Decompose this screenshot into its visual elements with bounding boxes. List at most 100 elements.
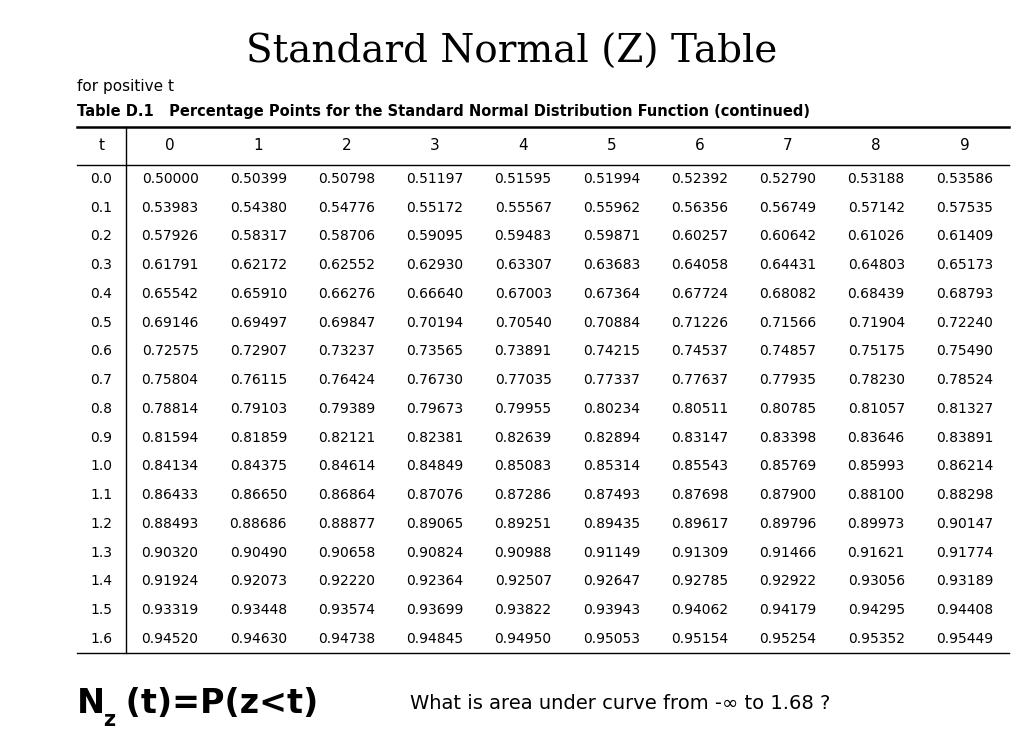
Text: 5: 5 xyxy=(606,138,616,153)
Text: 0.62552: 0.62552 xyxy=(318,258,375,272)
Text: 0.73891: 0.73891 xyxy=(495,344,552,359)
Text: 0.67364: 0.67364 xyxy=(583,287,640,301)
Text: 0.57142: 0.57142 xyxy=(848,201,905,214)
Text: 0.54776: 0.54776 xyxy=(318,201,375,214)
Text: 0.56749: 0.56749 xyxy=(760,201,816,214)
Text: 0.8: 0.8 xyxy=(90,402,113,416)
Text: 0.74537: 0.74537 xyxy=(672,344,728,359)
Text: 0.63683: 0.63683 xyxy=(583,258,640,272)
Text: 0.85543: 0.85543 xyxy=(671,459,728,473)
Text: 0.51994: 0.51994 xyxy=(583,172,640,186)
Text: 0.93189: 0.93189 xyxy=(936,575,993,588)
Text: 8: 8 xyxy=(871,138,881,153)
Text: 0.53188: 0.53188 xyxy=(848,172,905,186)
Text: 0.84614: 0.84614 xyxy=(318,459,375,473)
Text: 0.73565: 0.73565 xyxy=(407,344,464,359)
Text: 0.51595: 0.51595 xyxy=(495,172,552,186)
Text: 0.65910: 0.65910 xyxy=(229,287,287,301)
Text: 0.76115: 0.76115 xyxy=(229,373,287,387)
Text: 0.85083: 0.85083 xyxy=(495,459,552,473)
Text: 0.89065: 0.89065 xyxy=(407,516,464,531)
Text: 0.94738: 0.94738 xyxy=(318,632,375,646)
Text: 0.88298: 0.88298 xyxy=(936,488,993,502)
Text: 0.1: 0.1 xyxy=(90,201,113,214)
Text: 1.5: 1.5 xyxy=(90,603,113,617)
Text: 0.60642: 0.60642 xyxy=(760,230,816,243)
Text: 0.78230: 0.78230 xyxy=(848,373,905,387)
Text: 0.69497: 0.69497 xyxy=(229,316,287,330)
Text: 0.92220: 0.92220 xyxy=(318,575,375,588)
Text: 0.90147: 0.90147 xyxy=(936,516,993,531)
Text: 0.82894: 0.82894 xyxy=(583,430,640,445)
Text: 0.79955: 0.79955 xyxy=(495,402,552,416)
Text: 0.50399: 0.50399 xyxy=(229,172,287,186)
Text: 0.55172: 0.55172 xyxy=(407,201,464,214)
Text: 0.92364: 0.92364 xyxy=(407,575,464,588)
Text: 0.69146: 0.69146 xyxy=(141,316,199,330)
Text: 0.68082: 0.68082 xyxy=(760,287,816,301)
Text: 0.64803: 0.64803 xyxy=(848,258,905,272)
Text: 0.93943: 0.93943 xyxy=(583,603,640,617)
Text: 2: 2 xyxy=(342,138,351,153)
Text: 0.81057: 0.81057 xyxy=(848,402,905,416)
Text: 0.59095: 0.59095 xyxy=(407,230,464,243)
Text: 0.62172: 0.62172 xyxy=(229,258,287,272)
Text: 0.88100: 0.88100 xyxy=(848,488,905,502)
Text: 0.81327: 0.81327 xyxy=(936,402,993,416)
Text: 7: 7 xyxy=(783,138,793,153)
Text: 0.62930: 0.62930 xyxy=(407,258,464,272)
Text: 0.95154: 0.95154 xyxy=(671,632,728,646)
Text: 0.92647: 0.92647 xyxy=(583,575,640,588)
Text: 0.85314: 0.85314 xyxy=(583,459,640,473)
Text: 0.82121: 0.82121 xyxy=(318,430,375,445)
Text: 0.72575: 0.72575 xyxy=(141,344,199,359)
Text: 0.55567: 0.55567 xyxy=(495,201,552,214)
Text: 0.90320: 0.90320 xyxy=(141,546,199,559)
Text: 0.67724: 0.67724 xyxy=(671,287,728,301)
Text: 0.61026: 0.61026 xyxy=(848,230,905,243)
Text: 0.68793: 0.68793 xyxy=(936,287,993,301)
Text: 0.69847: 0.69847 xyxy=(318,316,375,330)
Text: 0.76730: 0.76730 xyxy=(407,373,464,387)
Text: 0.92073: 0.92073 xyxy=(229,575,287,588)
Text: 0.2: 0.2 xyxy=(90,230,113,243)
Text: 0.84134: 0.84134 xyxy=(141,459,199,473)
Text: 0.86864: 0.86864 xyxy=(317,488,376,502)
Text: 1.1: 1.1 xyxy=(90,488,113,502)
Text: 0.52790: 0.52790 xyxy=(760,172,816,186)
Text: 0.9: 0.9 xyxy=(90,430,113,445)
Text: 0.51197: 0.51197 xyxy=(407,172,464,186)
Text: 0.5: 0.5 xyxy=(90,316,113,330)
Text: 0.87493: 0.87493 xyxy=(583,488,640,502)
Text: 0.93319: 0.93319 xyxy=(141,603,199,617)
Text: 0.89251: 0.89251 xyxy=(495,516,552,531)
Text: 0.89435: 0.89435 xyxy=(583,516,640,531)
Text: 0.95254: 0.95254 xyxy=(760,632,816,646)
Text: 0.83398: 0.83398 xyxy=(760,430,816,445)
Text: 0.78814: 0.78814 xyxy=(141,402,199,416)
Text: 0.6: 0.6 xyxy=(90,344,113,359)
Text: 0.71566: 0.71566 xyxy=(760,316,816,330)
Text: 0.89973: 0.89973 xyxy=(848,516,905,531)
Text: 0.58317: 0.58317 xyxy=(229,230,287,243)
Text: 0.58706: 0.58706 xyxy=(318,230,375,243)
Text: 0.90490: 0.90490 xyxy=(229,546,287,559)
Text: Standard Normal (Z) Table: Standard Normal (Z) Table xyxy=(247,34,777,71)
Text: 0.77935: 0.77935 xyxy=(760,373,816,387)
Text: 0.80511: 0.80511 xyxy=(671,402,728,416)
Text: 0.56356: 0.56356 xyxy=(671,201,728,214)
Text: 0.70884: 0.70884 xyxy=(583,316,640,330)
Text: N: N xyxy=(77,687,104,720)
Text: 0.74857: 0.74857 xyxy=(760,344,816,359)
Text: Table D.1   Percentage Points for the Standard Normal Distribution Function (con: Table D.1 Percentage Points for the Stan… xyxy=(77,104,810,119)
Text: 0.66640: 0.66640 xyxy=(407,287,464,301)
Text: 0.92507: 0.92507 xyxy=(495,575,552,588)
Text: 0.95449: 0.95449 xyxy=(936,632,993,646)
Text: 0.94179: 0.94179 xyxy=(760,603,816,617)
Text: 0.89796: 0.89796 xyxy=(759,516,817,531)
Text: 0.60257: 0.60257 xyxy=(671,230,728,243)
Text: 0.70540: 0.70540 xyxy=(495,316,552,330)
Text: 0.79103: 0.79103 xyxy=(229,402,287,416)
Text: 0.93056: 0.93056 xyxy=(848,575,905,588)
Text: 0.7: 0.7 xyxy=(90,373,113,387)
